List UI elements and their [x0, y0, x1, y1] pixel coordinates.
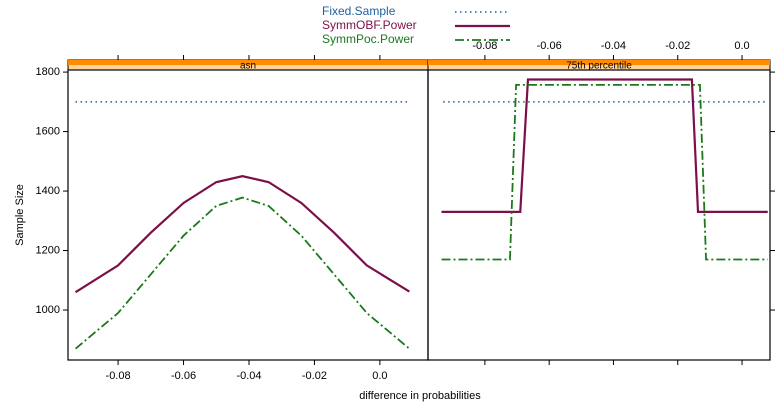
x-tick-label: -0.04	[601, 40, 626, 52]
x-tick-label: -0.08	[472, 40, 497, 52]
y-tick-label: 1600	[36, 125, 60, 137]
x-tick-label: -0.06	[171, 370, 196, 382]
strip-bar	[428, 60, 770, 65]
x-tick-label: 0.0	[372, 370, 387, 382]
series-line	[74, 175, 410, 294]
panel-frame	[67, 69, 429, 361]
series-line	[74, 196, 410, 350]
strip-label: asn	[240, 61, 256, 72]
x-tick-label: -0.06	[537, 40, 562, 52]
series-line	[441, 83, 768, 261]
strip-bar	[68, 60, 428, 65]
x-axis-label: difference in probabilities	[359, 390, 481, 402]
legend-label: SymmPoc.Power	[322, 32, 414, 46]
y-axis-label: Sample Size	[14, 184, 26, 246]
legend-label: SymmOBF.Power	[322, 18, 417, 32]
x-tick-label: 0.0	[734, 40, 749, 52]
series-line	[441, 78, 768, 213]
legend-label: Fixed.Sample	[322, 4, 396, 18]
y-tick-label: 1400	[36, 185, 60, 197]
x-tick-label: -0.08	[106, 370, 131, 382]
y-tick-label: 1800	[36, 66, 60, 78]
x-tick-label: -0.04	[236, 370, 261, 382]
strip-label: 75th percentile	[566, 61, 632, 72]
x-tick-label: -0.02	[302, 370, 327, 382]
y-tick-label: 1200	[36, 244, 60, 256]
y-tick-label: 1000	[36, 304, 60, 316]
x-tick-label: -0.02	[665, 40, 690, 52]
panel-frame	[427, 69, 771, 361]
